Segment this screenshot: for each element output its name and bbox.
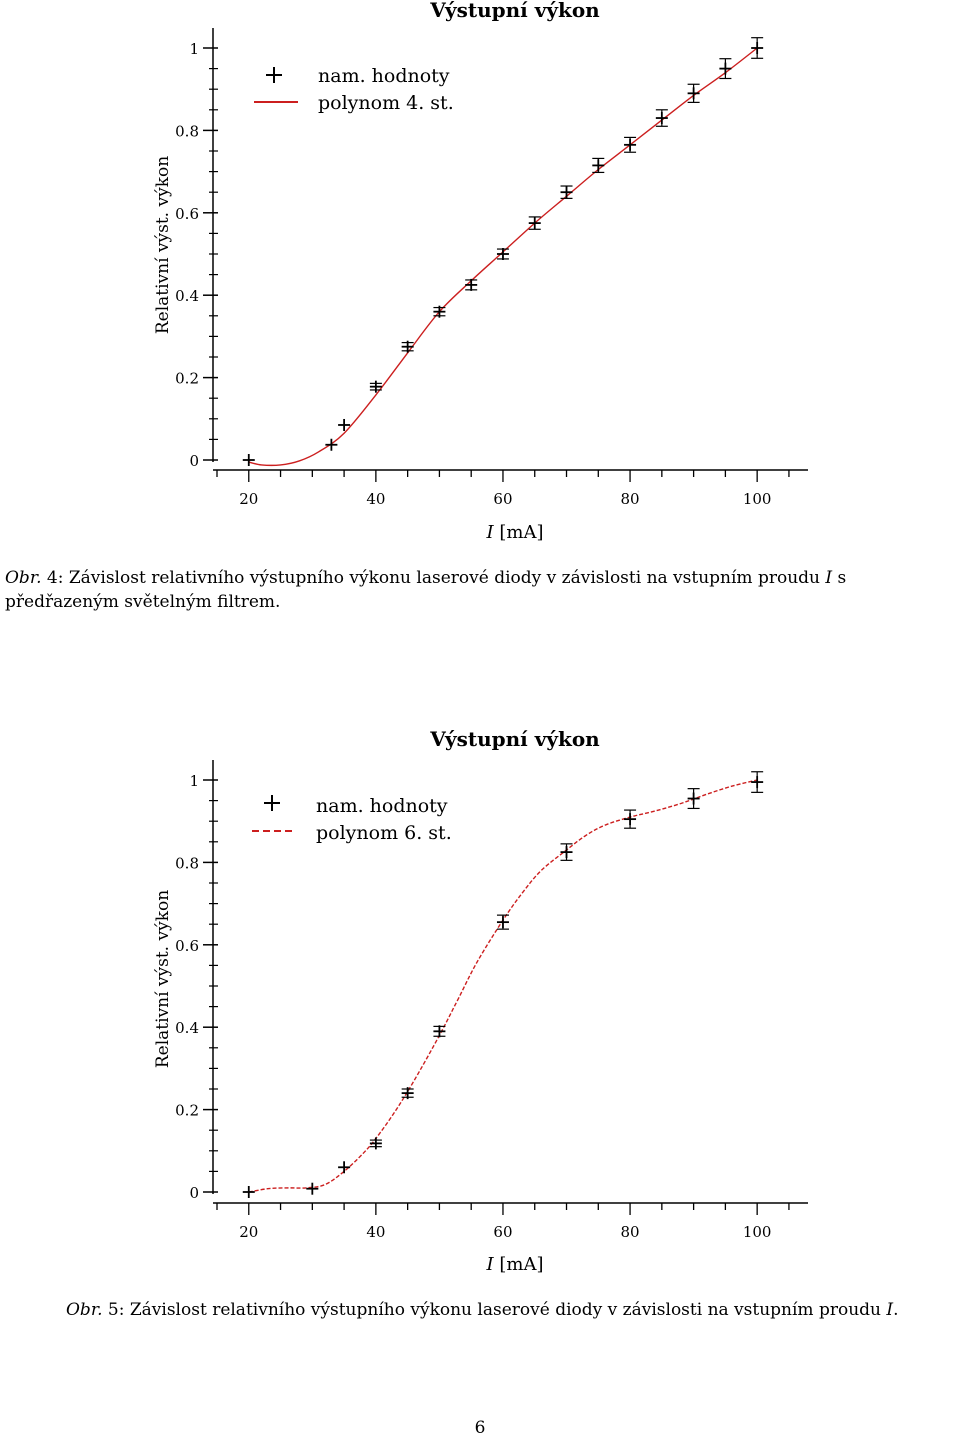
y-tick-label: 0.6 bbox=[175, 937, 199, 955]
data-point bbox=[433, 1025, 446, 1038]
x-axis-label: I [mA] bbox=[486, 522, 544, 543]
data-point bbox=[751, 771, 764, 793]
svg-text:I [mA]: I [mA] bbox=[486, 522, 544, 543]
x-tick-label: 80 bbox=[621, 490, 640, 508]
x-tick-label: 100 bbox=[743, 490, 772, 508]
data-point bbox=[242, 454, 255, 466]
y-tick-label: 0.8 bbox=[175, 122, 199, 140]
legend: nam. hodnoty polynom 4. st. bbox=[254, 65, 454, 114]
data-point bbox=[401, 340, 414, 353]
chart-title: Výstupní výkon bbox=[429, 728, 600, 751]
legend: nam. hodnoty polynom 6. st. bbox=[252, 795, 452, 844]
data-point bbox=[401, 1087, 414, 1100]
data-point bbox=[306, 1182, 319, 1195]
caption-text-end: s předřazeným světelným filtrem. bbox=[5, 568, 847, 612]
data-point bbox=[687, 788, 700, 810]
data-point bbox=[560, 843, 573, 861]
data-point bbox=[655, 109, 668, 127]
x-tick-label: 20 bbox=[239, 490, 258, 508]
legend-marker-points bbox=[266, 67, 282, 83]
y-axis-label: Relativní výst. výkon bbox=[153, 890, 173, 1068]
data-point bbox=[624, 809, 637, 829]
x-tick-label: 100 bbox=[743, 1223, 772, 1241]
chart-title: Výstupní výkon bbox=[429, 0, 600, 22]
x-tick-label: 80 bbox=[621, 1223, 640, 1241]
y-tick-label: 1 bbox=[189, 772, 199, 790]
axes: 0 0.2 0.4 0.6 0.8 1 20 40 60 80 100 bbox=[175, 760, 808, 1241]
data-point bbox=[560, 185, 573, 199]
x-tick-label: 20 bbox=[239, 1223, 258, 1241]
data-point bbox=[624, 136, 637, 153]
fit-line bbox=[248, 779, 758, 1193]
caption-text: Závislost relativního výstupního výkonu … bbox=[68, 568, 820, 588]
y-tick-label: 0.8 bbox=[175, 854, 199, 872]
caption-text-end: . bbox=[893, 1300, 899, 1320]
y-tick-label: 0.4 bbox=[175, 287, 199, 305]
x-axis-unit: [mA] bbox=[499, 522, 543, 543]
caption-number: 4: bbox=[46, 568, 64, 588]
figure-5: Výstupní výkon Relativní výst. výkon I [… bbox=[0, 728, 960, 1288]
data-points bbox=[242, 771, 764, 1198]
data-point bbox=[338, 418, 351, 431]
caption-variable: I bbox=[886, 1300, 894, 1320]
data-point bbox=[687, 83, 700, 103]
y-axis-label: Relativní výst. výkon bbox=[153, 156, 173, 334]
fit-curve bbox=[248, 779, 758, 1193]
data-point bbox=[528, 216, 541, 230]
x-tick-label: 40 bbox=[366, 490, 385, 508]
caption-number: 5: bbox=[107, 1300, 125, 1320]
y-tick-label: 0.2 bbox=[175, 1102, 199, 1120]
x-tick-label: 40 bbox=[366, 1223, 385, 1241]
y-tick-label: 0.6 bbox=[175, 205, 199, 223]
data-point bbox=[369, 1137, 382, 1150]
data-point bbox=[242, 1186, 255, 1198]
legend-label-points: nam. hodnoty bbox=[318, 65, 450, 87]
x-tick-label: 60 bbox=[493, 1223, 512, 1241]
caption-lead: Obr. bbox=[5, 568, 42, 588]
svg-text:I [mA]: I [mA] bbox=[486, 1254, 544, 1275]
chart-5-svg: Výstupní výkon Relativní výst. výkon I [… bbox=[153, 728, 808, 1275]
data-point bbox=[751, 37, 764, 59]
caption-variable: I bbox=[825, 568, 833, 588]
data-point bbox=[496, 914, 509, 930]
legend-label-fit: polynom 4. st. bbox=[318, 92, 454, 114]
axes: 0 0.2 0.4 0.6 0.8 1 20 40 60 80 100 bbox=[175, 28, 808, 508]
data-point bbox=[592, 157, 605, 174]
y-tick-label: 0.4 bbox=[175, 1019, 199, 1037]
y-tick-label: 0.2 bbox=[175, 370, 199, 388]
legend-label-points: nam. hodnoty bbox=[316, 795, 448, 817]
figure-4-caption: Obr. 4: Závislost relativního výstupního… bbox=[5, 566, 955, 614]
legend-label-fit: polynom 6. st. bbox=[316, 822, 452, 844]
y-tick-label: 0 bbox=[189, 1184, 199, 1202]
x-axis-label: I [mA] bbox=[486, 1254, 544, 1275]
page-number: 6 bbox=[474, 1418, 486, 1438]
figure-4: Výstupní výkon Relativní výst. výkon I [… bbox=[0, 0, 960, 555]
data-point bbox=[338, 1161, 351, 1174]
legend-marker-points bbox=[264, 795, 280, 811]
chart-4-svg: Výstupní výkon Relativní výst. výkon I [… bbox=[153, 0, 808, 543]
data-point bbox=[325, 438, 338, 451]
data-point bbox=[496, 248, 509, 260]
data-point bbox=[719, 58, 732, 80]
x-axis-unit: [mA] bbox=[499, 1254, 543, 1275]
x-axis-variable: I bbox=[486, 522, 495, 543]
caption-text: Závislost relativního výstupního výkonu … bbox=[129, 1300, 881, 1320]
data-point bbox=[465, 278, 478, 291]
data-points bbox=[242, 37, 764, 466]
x-axis-variable: I bbox=[486, 1254, 495, 1275]
data-point bbox=[369, 380, 382, 393]
data-point bbox=[433, 305, 446, 318]
y-tick-label: 0 bbox=[189, 452, 199, 470]
caption-lead: Obr. bbox=[66, 1300, 103, 1320]
figure-5-caption: Obr. 5: Závislost relativního výstupního… bbox=[66, 1298, 960, 1322]
y-tick-label: 1 bbox=[189, 40, 199, 58]
x-tick-label: 60 bbox=[493, 490, 512, 508]
